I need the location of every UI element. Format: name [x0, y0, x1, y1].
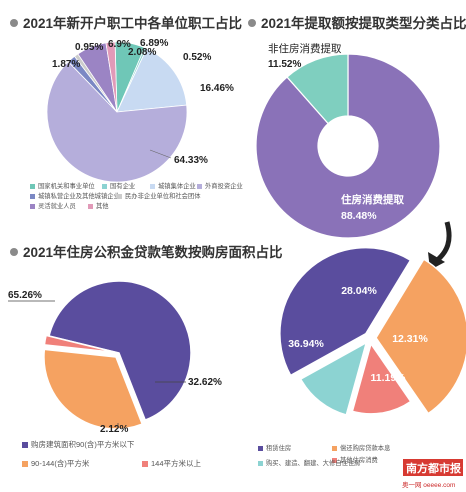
label-non-housing-name: 非住房消费提取	[268, 42, 342, 55]
value-label-3: 64.33%	[174, 155, 208, 166]
donut-hole	[318, 116, 378, 176]
legend-swatch-2	[150, 184, 155, 189]
legend-item-0: 租赁住房	[266, 443, 291, 452]
site-url: 奥一网 oeeee.com	[402, 480, 455, 489]
legend-swatch-1	[332, 446, 337, 451]
value-label-4: 1.87%	[52, 59, 80, 70]
labels-employer-types: 6.89% 0.52% 16.46% 64.33% 1.87% 0.95% 6.9%2.08…	[52, 38, 234, 166]
legend-swatch-3	[258, 461, 263, 466]
legend-item-2: 城镇集体企业	[158, 181, 196, 190]
legend-swatch-0	[22, 442, 28, 448]
pie-loan-area	[43, 280, 192, 430]
pie-housing-breakdown	[279, 246, 466, 416]
value-label-2: 2.12%	[100, 424, 128, 435]
legend-swatch-0	[258, 446, 263, 451]
chart-loan-area: 2021年住房公积金贷款笔数按购房面积占比 65.26%32.62%2.12% …	[8, 244, 283, 468]
brand-logo-box	[403, 459, 463, 476]
label-non-housing-value: 11.52%	[268, 59, 301, 70]
legend-item-0: 国家机关和事业单位	[38, 181, 95, 190]
legend-swatch-5	[117, 194, 122, 199]
chart-withdrawal-types: 2021年提取额按提取类型分类占比 非住房消费提取 11.52% 住房消费提取 …	[248, 15, 466, 270]
leader-line-64	[149, 149, 172, 159]
title-bullet-2	[248, 19, 256, 27]
legend-swatch-2	[332, 458, 337, 463]
pie-slice-0	[279, 246, 412, 377]
legend-swatch-0	[30, 184, 35, 189]
legend-item-0: 购房建筑面积90(含)平方米以下	[31, 439, 135, 449]
legend-item-2: 其他住房消费	[340, 455, 378, 464]
pie-slice-2	[116, 48, 188, 113]
chart1-title: 2021年新开户职工中各单位职工占比	[23, 15, 242, 31]
legend-swatch-7	[88, 204, 93, 209]
legend-item-7: 其他	[96, 201, 109, 210]
value-label-2: 16.46%	[200, 83, 234, 94]
donut-withdrawal-types	[255, 53, 441, 239]
legend-swatch-2	[142, 461, 148, 467]
labels-loan-area: 65.26% 32.62% 2.12%	[8, 290, 222, 435]
pie-slice-2	[351, 342, 412, 415]
drilldown-arrow	[433, 221, 452, 264]
pie-slice-2	[43, 334, 117, 354]
pie-employer-types	[46, 41, 188, 183]
pie-slice-7	[105, 41, 118, 113]
value-label-6: 6.9%	[108, 39, 131, 50]
chart-employer-types: 2021年新开户职工中各单位职工占比 6.89% 0.52% 16.46% 64.33…	[10, 15, 243, 210]
legend-item-4: 城镇私营企业及其他城镇企业	[38, 191, 120, 200]
value-label-0: 36.94%	[288, 338, 324, 350]
value-label-1: 0.52%	[183, 52, 211, 63]
labels-housing-breakdown: 36.94% 28.04% 12.31% 11.19%	[288, 285, 428, 384]
pie-slice-3	[299, 341, 368, 416]
chart4-title: 2021年住房公积金贷款笔数按购房面积占比	[23, 244, 283, 260]
legend-item-1: 偿还购房贷款本息	[340, 443, 390, 452]
pie-slice-1	[43, 348, 144, 430]
value-label-0: 65.26%	[8, 290, 42, 301]
value-label-5: 0.95%	[75, 42, 103, 53]
chart2-title: 2021年提取额按提取类型分类占比	[261, 15, 466, 31]
legend-item-2: 144平方米以上	[151, 458, 202, 468]
brand-logo: 南方都市报	[406, 461, 462, 475]
value-label-0: 6.89%	[140, 38, 168, 49]
title-bullet-3	[10, 248, 18, 256]
legend-loan-area: 购房建筑面积90(含)平方米以下 90-144(含)平方米 144平方米以上	[22, 439, 202, 468]
value-label-1: 32.62%	[188, 377, 222, 388]
label-housing-name: 住房消费提取	[341, 193, 404, 206]
title-bullet-1	[10, 19, 18, 27]
legend-item-3: 外商投资企业	[205, 181, 243, 190]
legend-swatch-3	[197, 184, 202, 189]
legend-item-6: 灵活就业人员	[38, 201, 76, 210]
value-label-1: 28.04%	[341, 285, 377, 297]
legend-swatch-4	[30, 194, 35, 199]
value-label-7: 2.08%	[128, 47, 156, 58]
pie-slice-0	[48, 280, 192, 422]
value-label-2: 12.31%	[392, 333, 428, 345]
legend-swatch-1	[22, 461, 28, 467]
label-housing-value: 88.48%	[341, 210, 377, 222]
legend-item-1: 国有企业	[110, 181, 135, 190]
legend-swatch-6	[30, 204, 35, 209]
legend-item-1: 90-144(含)平方米	[31, 458, 90, 468]
value-label-3: 11.19%	[370, 372, 406, 384]
pie-slice-3	[46, 61, 188, 183]
legend-swatch-1	[102, 184, 107, 189]
pie-slice-1	[375, 258, 466, 415]
legend-item-5: 民办非企业单位和社会团体	[125, 191, 201, 200]
legend-item-3: 购买、建造、翻建、大修自住住房	[266, 458, 360, 467]
watermark: 南方都市报 奥一网 oeeee.com	[402, 459, 463, 489]
chart-housing-breakdown: 36.94% 28.04% 12.31% 11.19% 租赁住房 偿还购房贷款本息其他住…	[258, 246, 466, 467]
